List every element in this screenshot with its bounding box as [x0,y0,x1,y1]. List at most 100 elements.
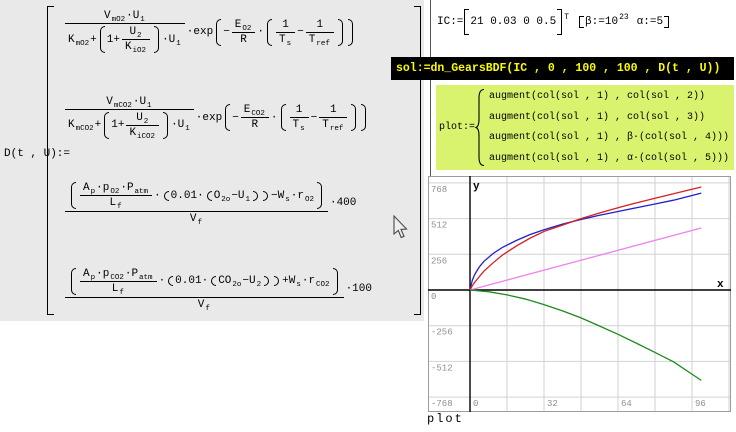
term: O [213,189,221,202]
brace-icon [475,88,485,167]
subscript: 2o [232,281,242,290]
fraction: E O2 R [231,18,256,47]
scale-factor: ·400 [329,197,357,210]
chart-region[interactable]: 768 512 256 0 -256 -512 -768 0 32 64 96 y x [428,176,731,412]
series-col-sol-2-vs-col-sol-1 [469,192,702,291]
y-tick-label: -768 [431,399,453,409]
term: − [223,26,230,38]
sol-definition-region[interactable]: sol:=dn_GearsBDF(IC , 0 , 100 , 100 , D(… [391,57,734,80]
term: 0.01· [175,275,209,288]
term: L [109,197,117,210]
left-paren-icon [71,182,76,210]
term: T [322,119,329,132]
subscript: p [90,273,96,282]
chart-svg: 768 512 256 0 -256 -512 -768 0 32 64 96 y x [428,176,731,412]
subscript: 1 [185,125,190,134]
term: ·U [126,10,140,22]
plot-definition-region[interactable]: plot:= augment(col(sol , 1) , col(sol , … [436,85,734,170]
subscript: O2 [242,24,252,33]
left-paren-icon [163,190,169,201]
term: U [136,111,143,124]
y-tick-label: -512 [431,363,453,373]
right-paren-icon [347,18,353,46]
plot-line-1: augment(col(sol , 1) , col(sol , 2)) [489,91,706,102]
subscript: 2 [256,281,262,290]
mouse-cursor [392,214,409,245]
term: −U [231,189,245,202]
term: V [106,95,113,108]
term: R [240,33,247,46]
left-paren-icon [280,104,286,132]
term: T [308,33,316,46]
left-paren-icon [211,276,217,287]
right-paren-icon [337,18,343,46]
term: · [257,26,265,38]
subscript: mO2 [75,39,90,48]
term: V [197,298,205,311]
term: · [158,275,166,288]
exp-operator: ·exp [195,111,223,124]
right-bracket-icon [664,16,670,28]
right-paren-icon [351,104,357,132]
subscript: 1 [176,39,181,48]
term: K [129,126,137,139]
ic-definition-region[interactable]: IC:= 21 0.03 0 0.5 T β:=10 23 α:=5 [437,9,670,35]
left-paren-icon [216,18,222,46]
term: ·U [132,95,147,108]
y-tick-label: 256 [431,256,447,266]
subscript: 1 [147,101,152,110]
left-paren-icon [104,111,110,139]
term: 1 [330,104,337,117]
y-tick-label: 512 [431,221,447,231]
right-bracket-icon [557,9,563,35]
x-axis-label: x [717,279,724,291]
plot-line-4: augment(col(sol , 1) , α·(col(sol , 5))) [489,152,730,164]
exp-operator: ·exp [186,26,214,38]
subscript: s [300,125,305,134]
term: ·r [290,189,304,202]
subscript: CO2 [251,110,265,119]
term: 0.01· [170,189,204,202]
subscript: 1 [245,195,251,204]
right-paren-icon [263,190,269,201]
subscript: O2 [304,195,314,204]
subscript: f [197,219,203,228]
term: 1 [316,18,324,31]
x-tick-label: 32 [547,399,558,409]
term: +W [282,275,296,288]
term: ·p [96,182,110,195]
term: A [83,267,90,280]
right-paren-icon [274,276,280,287]
term: V [103,10,111,22]
subscript: 2 [143,117,149,126]
right-paren-icon [163,111,169,139]
subscript: s [285,195,290,204]
term: 1+ [111,119,125,132]
term: · [270,111,278,124]
subscript: 2 [137,32,142,40]
term: − [232,111,239,124]
matrix-left-bracket [47,6,54,315]
left-paren-icon [206,190,212,201]
subscript: s [286,39,292,48]
term: · [154,189,161,202]
beta-exponent: 23 [619,12,629,22]
y-tick-label: 0 [431,292,436,302]
subscript: ref [329,125,344,134]
subscript: CO2 [316,281,330,290]
subscript: mO2 [111,16,126,24]
subscript: 2o [221,195,231,204]
chart-border [428,176,731,412]
series-col-sol-3-vs-col-sol-1 [469,186,702,291]
